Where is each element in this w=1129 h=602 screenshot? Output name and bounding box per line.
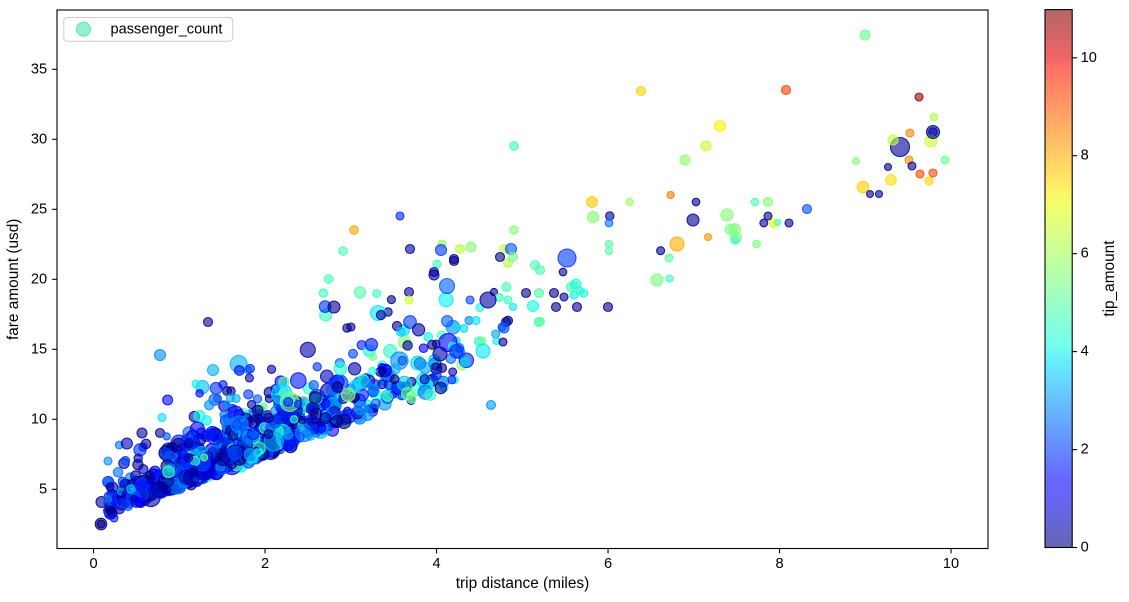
svg-text:30: 30 — [31, 131, 47, 147]
svg-text:10: 10 — [31, 411, 47, 427]
svg-text:6: 6 — [604, 556, 612, 572]
svg-text:25: 25 — [31, 201, 47, 217]
svg-text:passenger_count: passenger_count — [111, 22, 223, 38]
svg-text:fare amount (usd): fare amount (usd) — [5, 219, 22, 340]
svg-text:2: 2 — [1081, 442, 1089, 458]
svg-text:0: 0 — [1081, 540, 1089, 556]
svg-text:10: 10 — [1081, 50, 1097, 66]
svg-text:tip_amount: tip_amount — [1101, 240, 1118, 317]
svg-text:2: 2 — [261, 556, 269, 572]
svg-text:10: 10 — [943, 556, 959, 572]
svg-text:5: 5 — [39, 481, 47, 497]
svg-text:8: 8 — [775, 556, 783, 572]
svg-text:trip distance (miles): trip distance (miles) — [456, 575, 589, 592]
svg-text:20: 20 — [31, 271, 47, 287]
svg-text:15: 15 — [31, 341, 47, 357]
svg-text:4: 4 — [432, 556, 440, 572]
svg-text:0: 0 — [89, 556, 97, 572]
svg-text:4: 4 — [1081, 344, 1089, 360]
svg-text:8: 8 — [1081, 148, 1089, 164]
svg-text:6: 6 — [1081, 246, 1089, 262]
svg-text:35: 35 — [31, 61, 47, 77]
